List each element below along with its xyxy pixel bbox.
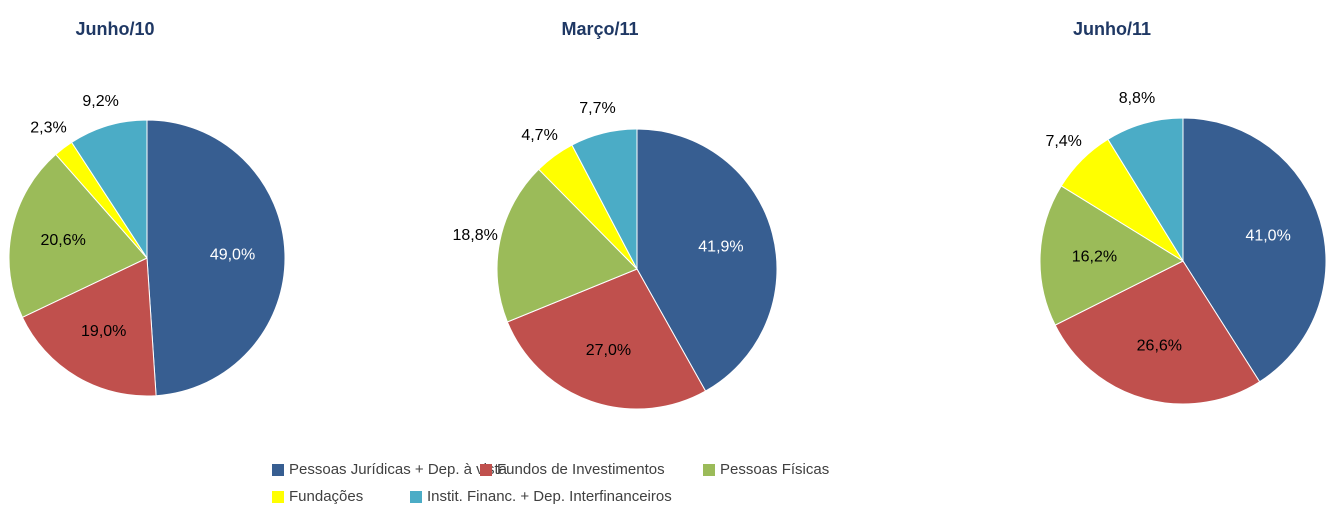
legend-swatch (703, 464, 715, 476)
pie-slice (571, 128, 638, 270)
data-label: 26,6% (1137, 338, 1182, 355)
data-label: 4,7% (521, 127, 557, 144)
legend-label: Pessoas Jurídicas + Dep. à vista (289, 461, 508, 478)
pie-slice (1107, 117, 1184, 263)
chart-title: Março/11 (561, 19, 638, 39)
data-label: 8,8% (1119, 90, 1155, 107)
legend-swatch (272, 491, 284, 503)
pie-slice (8, 153, 148, 318)
legend-label: Fundos de Investimentos (497, 461, 665, 478)
legend-swatch (410, 491, 422, 503)
data-label: 19,0% (81, 323, 126, 340)
chart-title: Junho/11 (1073, 19, 1151, 39)
data-label: 16,2% (1072, 248, 1117, 265)
pie-slice (1039, 185, 1185, 326)
data-label: 9,2% (82, 93, 118, 110)
pie-slice (496, 168, 638, 323)
legend-label: Instit. Financ. + Dep. Interfinanceiros (427, 488, 672, 505)
pie-slice (506, 268, 707, 410)
data-label: 49,0% (210, 246, 255, 263)
pie-slice (21, 257, 157, 397)
data-label: 2,3% (30, 120, 66, 137)
data-label: 41,0% (1245, 227, 1290, 244)
pie-slice (70, 119, 148, 260)
legend-label: Fundações (289, 488, 363, 505)
data-label: 7,4% (1045, 133, 1081, 150)
data-label: 18,8% (452, 227, 497, 244)
data-label: 41,9% (698, 238, 743, 255)
pie-slice (1054, 260, 1261, 405)
legend-swatch (272, 464, 284, 476)
data-label: 27,0% (586, 342, 631, 359)
chart-title: Junho/10 (75, 19, 154, 39)
data-label: 20,6% (40, 232, 85, 249)
pie-slice (1182, 117, 1327, 383)
legend-swatch (480, 464, 492, 476)
pie-slice (146, 119, 286, 397)
data-label: 7,7% (579, 100, 615, 117)
pie-slice (636, 128, 778, 392)
legend-label: Pessoas Físicas (720, 461, 829, 478)
